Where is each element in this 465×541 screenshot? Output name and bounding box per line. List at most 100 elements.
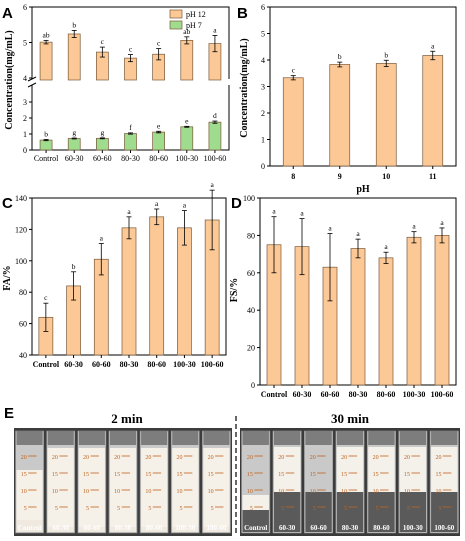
c-xtick-label: 60-30 — [64, 360, 83, 369]
photo-2min-tube-label: 100-60 — [207, 524, 227, 532]
photo-30min-tube-label: 80-30 — [342, 524, 359, 532]
tube-photo: 2 min 30 min 20 15 10 5 Control 20 15 10 5 60-30 2… — [14, 411, 460, 536]
photo-30min-liquid — [431, 492, 458, 532]
photo-2min-tube-label: 80-60 — [146, 524, 163, 532]
photo-30min-scale-label: 15 — [341, 472, 347, 478]
photo-30min-scale-label: 15 — [435, 472, 441, 478]
photo-title-30min: 30 min — [331, 411, 370, 426]
a-xtick-label: Control — [34, 154, 59, 163]
a-ph7-letter: f — [129, 123, 132, 132]
c-ytick-label: 80 — [19, 288, 27, 297]
photo-2min-scale-label: 15 — [52, 472, 58, 478]
c-bar — [121, 227, 137, 356]
photo-2min-scale-label: 5 — [211, 506, 214, 512]
a-break-mark — [27, 82, 37, 88]
a-ph7-letter: d — [213, 111, 217, 120]
b-ytick-label: 3 — [261, 83, 265, 92]
photo-30min-scale-label: 20 — [404, 455, 410, 461]
photo-30min-tube-cap — [273, 431, 301, 445]
a-ph7-letter: b — [44, 129, 48, 138]
panel-label-c: C — [2, 195, 13, 212]
photo-30min-scale-label: 20 — [278, 455, 284, 461]
b-letter: b — [384, 50, 388, 59]
photo-30min-tube-cap — [305, 431, 332, 445]
a-ph7-letter: g — [100, 128, 104, 137]
photo-2min-tube-cap — [141, 431, 168, 445]
c-ytick-label: 60 — [19, 320, 27, 329]
photo-30min-scale-label: 10 — [278, 489, 284, 495]
c-ytick-label: 140 — [15, 194, 27, 203]
b-letter: c — [292, 66, 296, 75]
a-ph7-letter: e — [157, 121, 161, 130]
photo-30min-tube-label: Control — [244, 524, 267, 532]
a-ytick-label: 3 — [23, 98, 27, 107]
a-ph7-bar — [180, 126, 194, 151]
photo-30min-tube-label: 100-60 — [434, 524, 454, 532]
c-letter: a — [155, 199, 159, 208]
photo-2min-tube-label: 80-30 — [115, 524, 132, 532]
a-ph7-letter: g — [72, 128, 76, 137]
a-xtick-label: 80-60 — [149, 154, 168, 163]
d-letter: a — [272, 207, 276, 216]
panel-label-a: A — [2, 5, 13, 22]
a-ph7-bar — [208, 121, 222, 151]
c-letter: c — [44, 293, 48, 302]
photo-2min-scale-label: 10 — [114, 489, 120, 495]
photo-30min-scale-label: 5 — [376, 506, 379, 512]
a-break-mark — [27, 76, 37, 82]
photo-2min-scale-label: 15 — [83, 472, 89, 478]
d-letter: a — [440, 218, 444, 227]
photo-30min-scale-label: 10 — [310, 489, 316, 495]
c-ytick-label: 100 — [15, 257, 27, 266]
photo-30min-liquid — [368, 492, 395, 532]
b-bar — [422, 55, 444, 167]
photo-2min-foam — [172, 448, 199, 527]
photo-2min-scale-label: 20 — [145, 455, 151, 461]
photo-2min-scale-label: 15 — [114, 472, 120, 478]
c-letter: b — [72, 262, 76, 271]
photo-30min-tube-label: 100-30 — [403, 524, 423, 532]
a-ytick-label: 5 — [23, 39, 27, 48]
photo-2min-tube-label: 100-30 — [175, 524, 195, 532]
photo-2min-scale-label: 5 — [55, 506, 58, 512]
photo-2min-scale-label: 10 — [145, 489, 151, 495]
c-bar — [177, 227, 192, 356]
photo-30min-foam — [242, 495, 269, 510]
c-xtick-label: 80-30 — [120, 360, 139, 369]
panel-label-d: D — [231, 195, 242, 212]
d-xtick-label: 100-30 — [403, 390, 426, 399]
c-ylabel: FA/% — [2, 265, 13, 290]
a-axis-break — [28, 79, 36, 85]
a-axis-break — [225, 79, 233, 85]
photo-2min-liquid — [16, 520, 43, 532]
photo-2min-scale-label: 20 — [114, 455, 120, 461]
b-ytick-label: 6 — [261, 3, 265, 12]
a-ytick-label: 4 — [23, 74, 27, 83]
photo-30min-foam — [399, 447, 427, 492]
photo-2min-scale-label: 15 — [21, 472, 27, 478]
d-letter: a — [300, 209, 304, 218]
d-ytick-label: 100 — [243, 194, 255, 203]
photo-2min-tube-cap — [47, 431, 74, 445]
c-ytick-label: 120 — [15, 225, 27, 234]
a-xtick-label: 80-30 — [121, 154, 140, 163]
d-xtick-label: 80-30 — [349, 390, 368, 399]
d-bar — [434, 235, 450, 386]
photo-2min-liquid — [47, 527, 74, 532]
photo-2min-foam — [203, 448, 230, 527]
photo-30min-tube-cap — [368, 431, 395, 445]
d-ytick-label: 20 — [247, 344, 255, 353]
c-ytick-label: 40 — [19, 351, 27, 360]
a-ph12-letter: a — [213, 25, 217, 34]
photo-2min-tube-cap — [109, 431, 137, 445]
a-xtick-label: 100-30 — [175, 154, 198, 163]
a-legend-swatch — [169, 20, 183, 30]
photo-30min-tube-label: 60-30 — [279, 524, 296, 532]
photo-2min-foam — [78, 448, 105, 527]
photo-30min-scale-label: 5 — [313, 506, 316, 512]
a-ph7-bar — [124, 133, 137, 151]
b-xtick-label: 8 — [291, 172, 295, 181]
photo-30min-scale-label: 15 — [310, 472, 316, 478]
d-letter: a — [412, 222, 416, 231]
